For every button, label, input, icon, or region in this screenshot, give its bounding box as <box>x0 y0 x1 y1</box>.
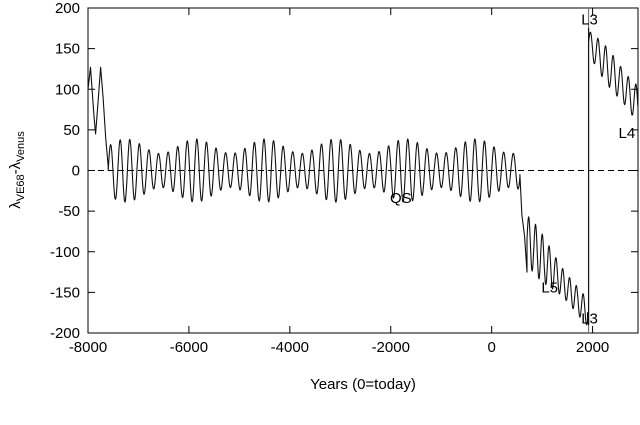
x-axis-label: Years (0=today) <box>310 376 416 393</box>
y-tick-label: 100 <box>55 81 80 98</box>
y-tick-label: -150 <box>50 284 80 301</box>
annotation-label: QS <box>390 190 412 207</box>
y-label-mid: -λ <box>7 161 24 174</box>
x-tick-label: -4000 <box>271 339 309 356</box>
x-tick-label: 0 <box>487 339 495 356</box>
annotation-label: L3 <box>581 310 598 327</box>
x-tick-label: -2000 <box>372 339 410 356</box>
x-tick-label: -6000 <box>170 339 208 356</box>
series-line <box>87 27 639 326</box>
y-tick-label: -200 <box>50 325 80 342</box>
y-tick-label: 200 <box>55 0 80 17</box>
annotation-label: L4 <box>619 125 636 142</box>
y-tick-label: 50 <box>63 122 80 139</box>
x-tick-label: 2000 <box>576 339 609 356</box>
y-tick-label: -50 <box>58 203 80 220</box>
series-path <box>87 27 639 326</box>
y-axis-label: λVE68-λVenus <box>7 131 27 209</box>
y-label-base: λ <box>7 201 24 209</box>
axis-ticks: -8000 -6000 -4000 -2000 0 2000-200-150-100-50… <box>50 0 638 356</box>
annotations: QS L5 L3 L3 L4 <box>390 11 635 327</box>
y-tick-label: 150 <box>55 41 80 58</box>
y-label-sub1: VE68 <box>15 174 27 201</box>
x-tick-label: -8000 <box>69 339 107 356</box>
y-tick-label: 0 <box>72 163 80 180</box>
annotation-label: L3 <box>581 11 598 28</box>
y-tick-label: -100 <box>50 244 80 261</box>
y-label-sub2: Venus <box>15 131 27 162</box>
annotation-label: L5 <box>541 279 558 296</box>
